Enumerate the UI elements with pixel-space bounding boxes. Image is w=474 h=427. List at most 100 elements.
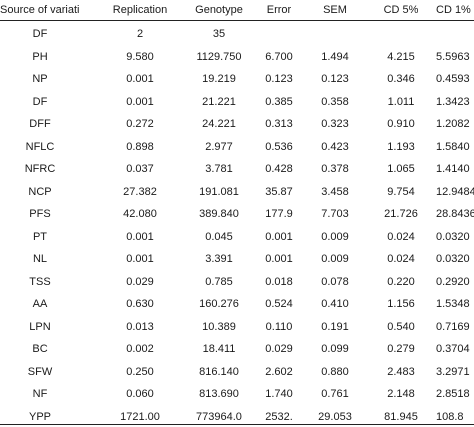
cell-cd5	[368, 24, 434, 44]
cell-source: LPN	[29, 320, 51, 333]
cell-genotype: 19.219	[202, 73, 236, 85]
cell-cd5: 0.024	[387, 253, 415, 265]
table-row: NFLC 0.898 2.977 0.536 0.423 1.193 1.5840	[0, 137, 474, 157]
cell-error: 0.018	[265, 275, 293, 288]
cell-cd1: 0.2920	[436, 275, 470, 288]
cell-error: 6.700	[265, 50, 293, 63]
table-row: PFS 42.080 389.840 177.9 7.703 21.726 28.8436	[0, 204, 474, 224]
header-sem: SEM	[323, 4, 347, 16]
cell-replication: 0.002	[126, 343, 154, 355]
cell-cd1: 0.0320	[436, 230, 470, 243]
cell-genotype: 773964.0	[196, 410, 242, 423]
cell-sem: 0.378	[321, 163, 349, 175]
cell-cd1: 12.9484	[436, 185, 474, 198]
cell-genotype: 813.690	[199, 388, 239, 400]
cell-cd1: 1.5348	[436, 298, 470, 310]
cell-genotype: 0.045	[205, 230, 233, 243]
cell-source: NP	[32, 73, 48, 85]
cell-error: 2532.	[265, 410, 293, 423]
cell-source: YPP	[28, 410, 51, 423]
header-error: Error	[266, 4, 292, 16]
cell-source: NFLC	[25, 140, 55, 153]
cell-replication: 1721.00	[120, 410, 160, 423]
cell-cd5: 0.279	[387, 343, 415, 355]
cell-replication: 0.630	[126, 298, 154, 310]
table-row: LPN 0.013 10.389 0.110 0.191 0.540 0.7169	[0, 317, 474, 337]
cell-source: DF	[32, 28, 48, 40]
cell-cd5: 2.148	[387, 388, 415, 400]
cell-replication: 42.080	[123, 208, 157, 220]
cell-cd5: 1.156	[387, 298, 415, 310]
cell-sem: 0.761	[321, 388, 349, 400]
header-cd-5: CD 5%	[383, 4, 419, 16]
cell-replication: 0.060	[126, 388, 154, 400]
cell-source: NL	[32, 253, 48, 265]
cell-source: NCP	[28, 185, 52, 198]
table-header: Source of variation Replication Genotype…	[0, 0, 474, 21]
table-row: TSS 0.029 0.785 0.018 0.078 0.220 0.2920	[0, 272, 474, 292]
cell-sem: 0.358	[321, 95, 349, 108]
cell-cd5: 0.540	[387, 320, 415, 333]
table-bottom-rule	[0, 424, 474, 425]
cell-error: 0.536	[265, 140, 293, 153]
cell-sem: 0.078	[321, 275, 349, 288]
cell-cd5: 2.483	[387, 365, 415, 378]
header-cd-1: CD 1%	[436, 4, 471, 16]
cell-error: 0.313	[265, 118, 293, 130]
cell-cd1: 0.3704	[436, 343, 470, 355]
cell-cd1: 1.3423	[436, 95, 470, 108]
cell-genotype: 24.221	[202, 118, 236, 130]
cell-genotype: 21.221	[202, 95, 236, 108]
table-row: DF 0.001 21.221 0.385 0.358 1.011 1.3423	[0, 92, 474, 112]
header-source-of-variation: Source of variation	[0, 4, 80, 16]
table-row: YPP 1721.00 773964.0 2532. 29.053 81.945 108.8	[0, 407, 474, 427]
cell-cd1: 0.0320	[436, 253, 470, 265]
cell-replication: 0.001	[126, 95, 154, 108]
cell-cd1: 5.5963	[436, 50, 470, 63]
cell-cd5: 0.220	[387, 275, 415, 288]
cell-genotype: 2.977	[205, 140, 233, 153]
cell-replication: 0.250	[126, 365, 154, 378]
cell-sem	[300, 24, 370, 44]
cell-cd5: 0.346	[387, 73, 415, 85]
cell-genotype: 816.140	[199, 365, 239, 378]
cell-sem: 7.703	[321, 208, 349, 220]
cell-genotype: 160.276	[199, 298, 239, 310]
cell-source: NFRC	[24, 163, 56, 175]
cell-error: 0.385	[265, 95, 293, 108]
cell-replication: 9.580	[126, 50, 154, 63]
cell-replication: 0.272	[126, 118, 154, 130]
cell-source: PT	[32, 230, 48, 243]
cell-sem: 0.410	[321, 298, 349, 310]
cell-genotype: 3.391	[205, 253, 233, 265]
cell-genotype: 0.785	[205, 275, 233, 288]
cell-source: DF	[32, 95, 48, 108]
cell-cd5: 1.065	[387, 163, 415, 175]
cell-genotype: 191.081	[199, 185, 239, 198]
table-row: SFW 0.250 816.140 2.602 0.880 2.483 3.2971	[0, 362, 474, 382]
table-row: NL 0.001 3.391 0.001 0.009 0.024 0.0320	[0, 249, 474, 269]
cell-genotype: 10.389	[202, 320, 236, 333]
cell-cd1: 0.7169	[436, 320, 470, 333]
cell-sem: 0.323	[321, 118, 349, 130]
cell-cd1: 1.2082	[436, 118, 470, 130]
cell-replication: 0.001	[126, 230, 154, 243]
table-row: NCP 27.382 191.081 35.87 3.458 9.754 12.9484	[0, 182, 474, 202]
cell-replication: 0.013	[126, 320, 154, 333]
header-replication: Replication	[112, 4, 168, 16]
cell-genotype: 389.840	[199, 208, 239, 220]
table-row: NFRC 0.037 3.781 0.428 0.378 1.065 1.4140	[0, 159, 474, 179]
cell-cd5: 1.193	[387, 140, 415, 153]
table-row: DFF 0.272 24.221 0.313 0.323 0.910 1.2082	[0, 114, 474, 134]
cell-genotype: 1129.750	[196, 50, 242, 63]
cell-sem: 0.099	[321, 343, 349, 355]
cell-cd5: 0.910	[387, 118, 415, 130]
cell-error: 0.428	[265, 163, 293, 175]
cell-error: 0.029	[265, 343, 293, 355]
cell-cd1: 0.4593	[436, 73, 470, 85]
cell-replication: 2	[136, 28, 144, 40]
cell-sem: 0.009	[321, 253, 349, 265]
cell-source: AA	[32, 298, 48, 310]
cell-cd5: 21.726	[384, 208, 418, 220]
